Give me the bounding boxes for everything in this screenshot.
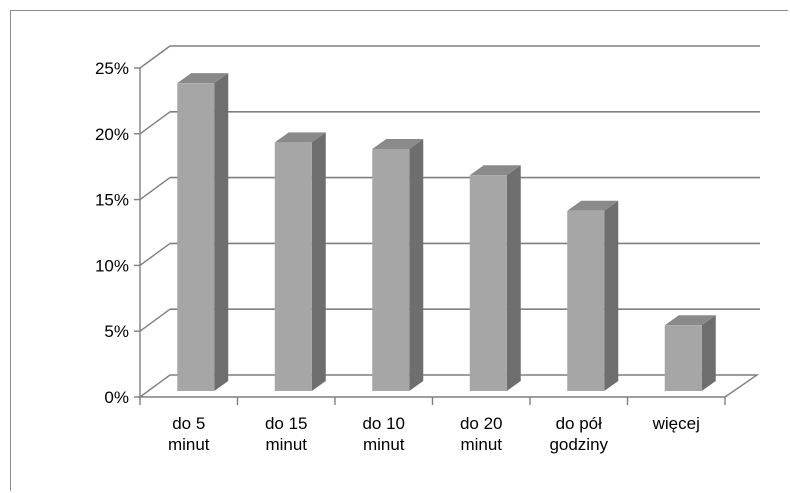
- bar-front: [469, 175, 507, 391]
- bar: [177, 73, 229, 391]
- bar-front: [567, 210, 605, 391]
- gridline-connector: [139, 111, 171, 135]
- chart-floor: [137, 374, 760, 398]
- bar-front: [664, 325, 702, 391]
- bar-top: [372, 138, 424, 149]
- bar-top: [664, 315, 716, 326]
- bar-side: [506, 165, 521, 391]
- x-tick-label: więcej: [652, 414, 700, 433]
- x-tick-label-line: do 10: [362, 414, 405, 433]
- bar-top: [177, 73, 229, 84]
- x-tick-label-line: do 5: [172, 414, 205, 433]
- x-tick-label-line: minut: [363, 435, 405, 454]
- bar-top: [567, 200, 619, 211]
- bar: [469, 165, 521, 391]
- bar: [274, 132, 326, 391]
- gridline-connector: [139, 242, 171, 266]
- x-tick-label-line: do 15: [265, 414, 308, 433]
- x-tick-label-line: więcej: [652, 414, 700, 433]
- gridline-connector: [139, 177, 171, 201]
- x-tick-label-line: minut: [265, 435, 307, 454]
- x-tick-label: do 20 minut: [460, 414, 503, 454]
- bar-side: [604, 200, 619, 391]
- bar-front: [177, 83, 215, 391]
- gridline-connector: [139, 308, 171, 332]
- bar-top: [469, 165, 521, 176]
- bar-side: [214, 73, 229, 391]
- y-tick-label: 15%: [95, 191, 129, 210]
- chart-frame: [10, 10, 788, 491]
- x-tick-label: do 15 minut: [265, 414, 308, 454]
- x-tick-label: do pół godziny: [549, 414, 608, 454]
- x-tick-label-line: minut: [460, 435, 502, 454]
- bar-side: [311, 132, 326, 391]
- bar-side: [409, 138, 424, 391]
- bar: [372, 138, 424, 391]
- bar-side: [701, 315, 716, 391]
- y-tick-label: 10%: [95, 256, 129, 275]
- x-tick-label: do 10 minut: [362, 414, 405, 454]
- grid-layer: [134, 45, 760, 405]
- y-tick-label: 0%: [104, 388, 129, 407]
- x-tick-label-line: godziny: [549, 435, 608, 454]
- bar-top: [274, 132, 326, 143]
- x-tick-label-line: do pół: [556, 414, 603, 433]
- y-tick-label: 25%: [95, 59, 129, 78]
- gridline-connector: [139, 45, 171, 69]
- bar-front: [372, 148, 410, 391]
- bar: [664, 315, 716, 391]
- x-tick-label-line: do 20: [460, 414, 503, 433]
- bar-front: [274, 142, 312, 391]
- y-tick-label: 20%: [95, 125, 129, 144]
- y-tick-label: 5%: [104, 322, 129, 341]
- bars-layer: [177, 73, 716, 391]
- bar: [567, 200, 619, 391]
- x-tick-label: do 5 minut: [168, 414, 210, 454]
- x-tick-label-line: minut: [168, 435, 210, 454]
